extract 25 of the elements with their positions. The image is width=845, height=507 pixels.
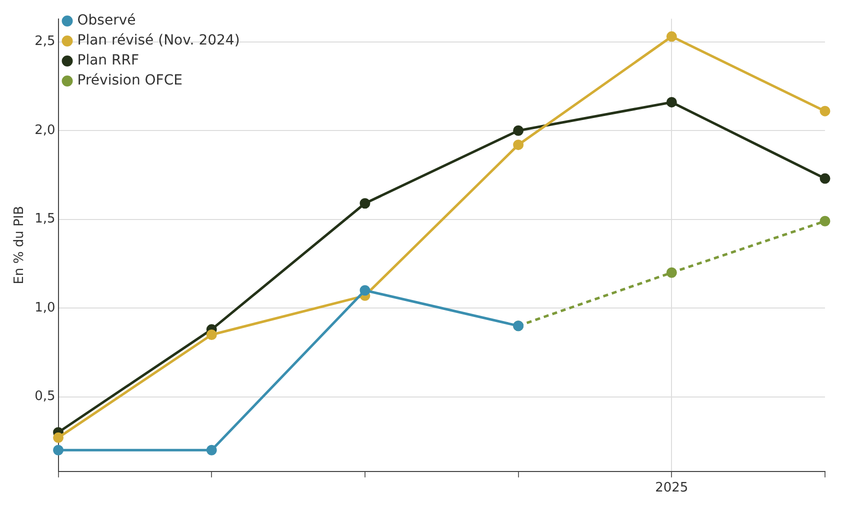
y-tick-label: 2,0 [34,122,56,138]
legend-label: Plan révisé (Nov. 2024) [77,32,240,49]
point [360,285,370,296]
point [666,31,677,42]
point [666,267,677,278]
point [360,198,370,209]
y-tick-label: 0,5 [34,389,56,404]
y-tick-label: 1,5 [34,212,56,227]
point [513,140,524,150]
x-tick-label: 2025 [655,480,688,496]
point [820,216,830,226]
y-tick-label: 1,0 [34,300,56,316]
point [820,173,830,184]
legend-label: Observé [77,12,136,29]
point [206,329,217,340]
y-axis-title: En % du PIB [12,206,28,284]
y-tick-label: 2,5 [34,34,56,50]
point [513,125,524,136]
legend-label: Prévision OFCE [77,72,182,89]
point [820,106,830,116]
point [206,444,217,456]
legend-label: Plan RRF [77,52,140,69]
point [53,432,64,443]
point [666,96,677,108]
point [53,444,64,456]
